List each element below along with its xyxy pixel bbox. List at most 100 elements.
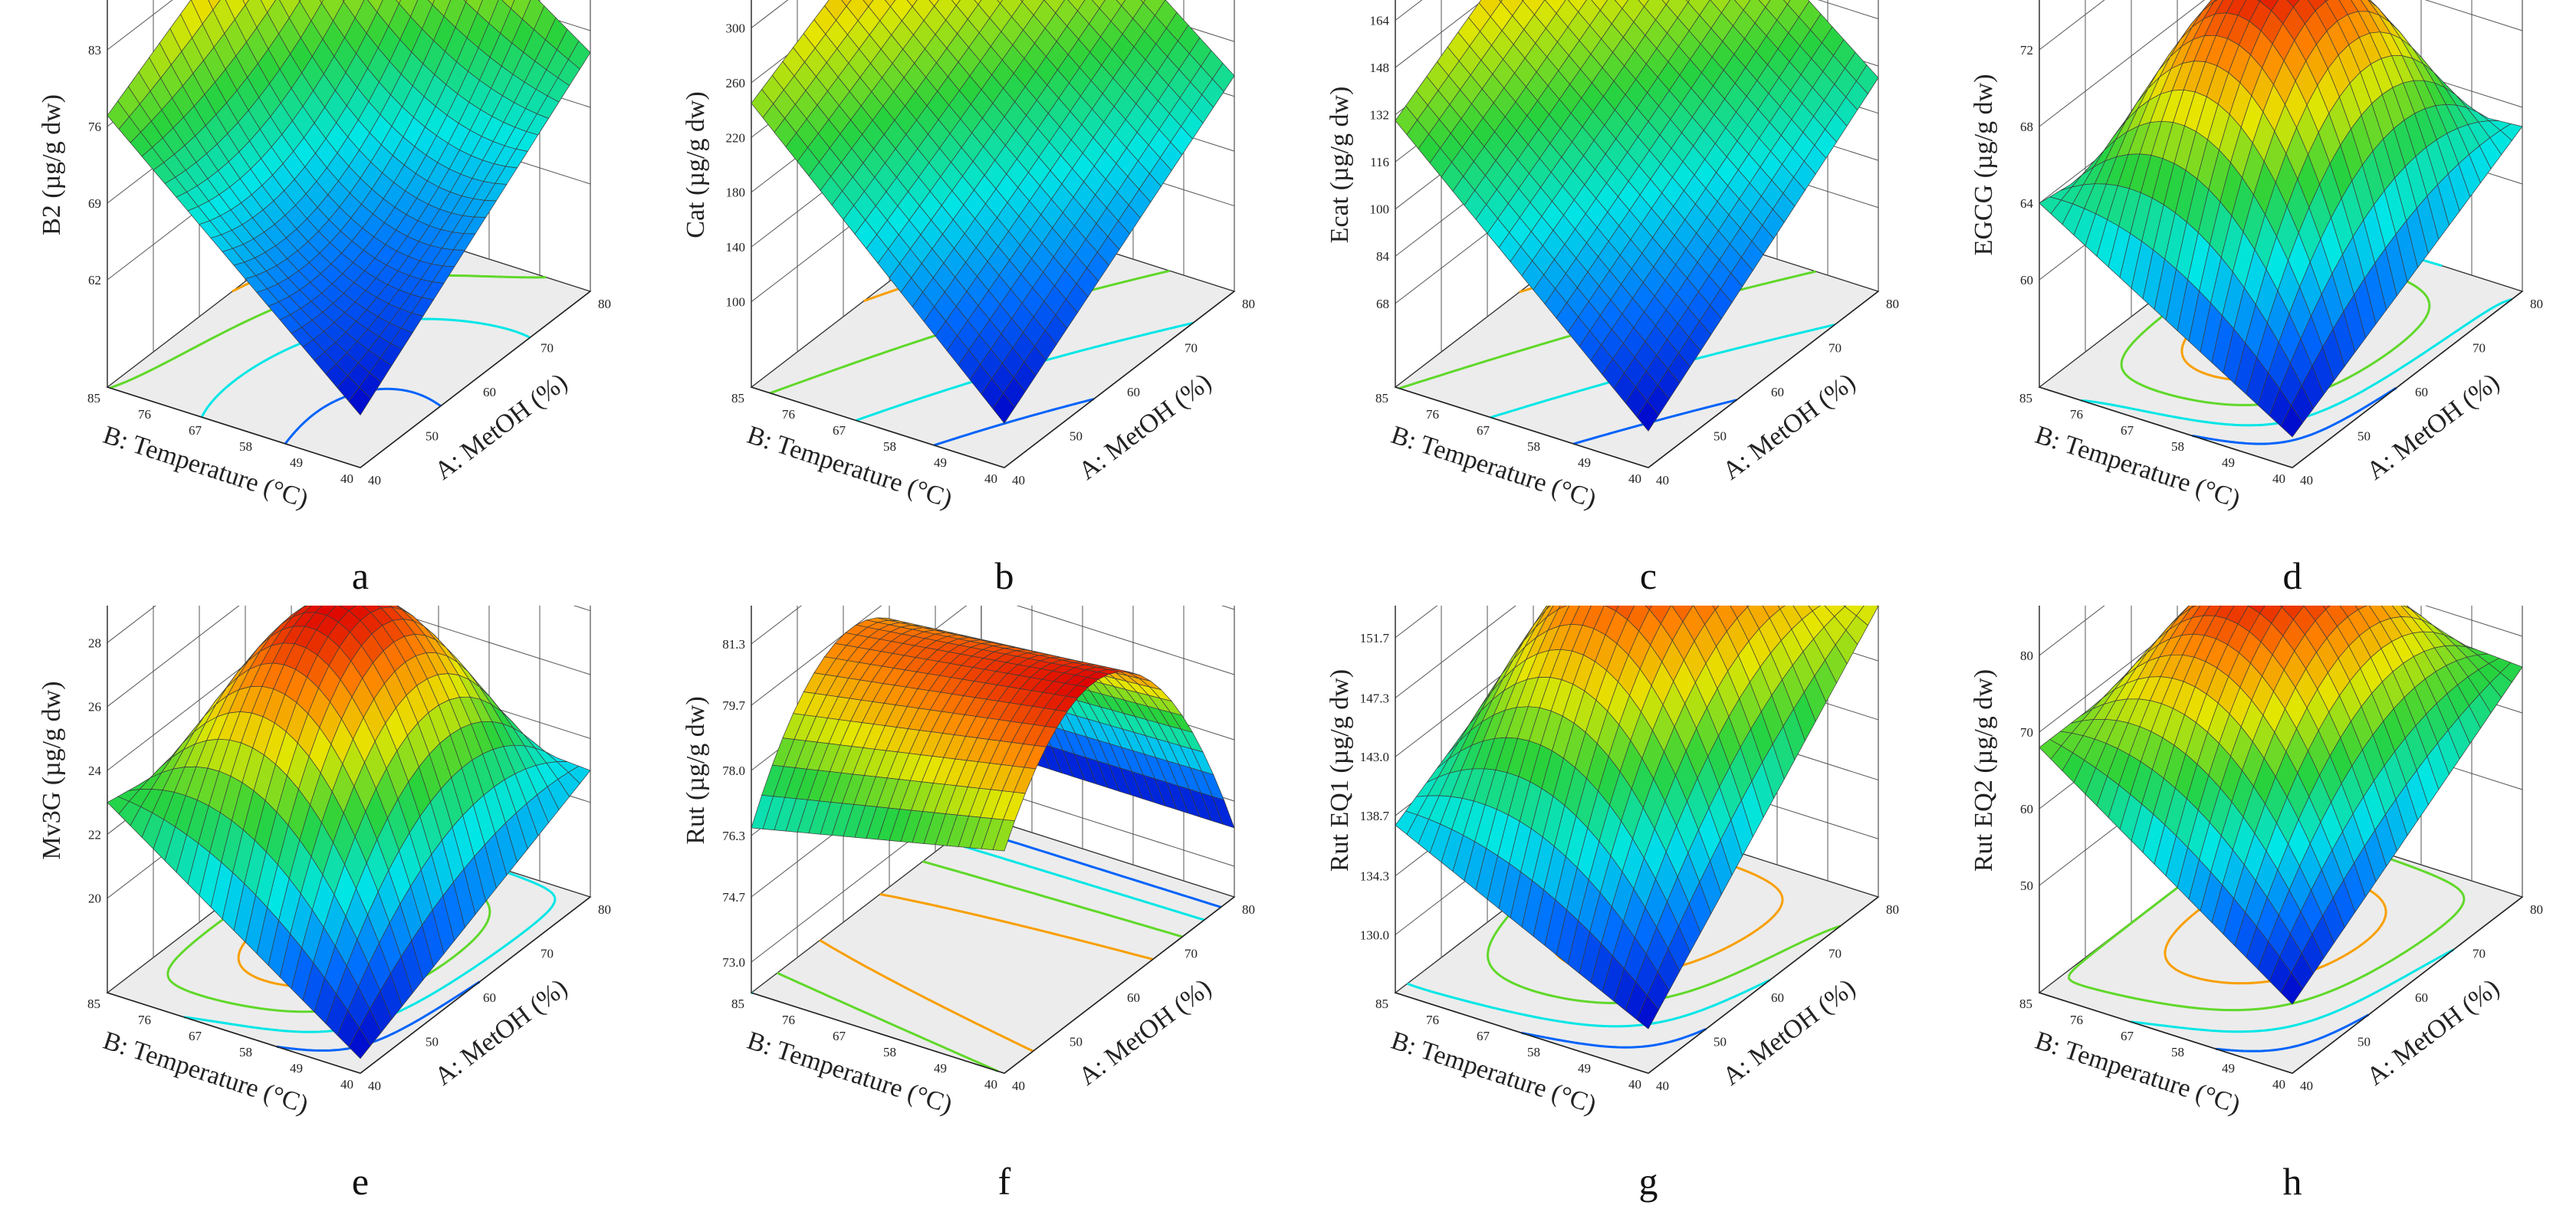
y-tick-label: 76 [2070,1013,2083,1027]
y-tick-label: 40 [2272,471,2285,486]
y-tick-label: 58 [239,1045,252,1059]
panel-label: g [1639,1160,1658,1203]
response-surface [1395,606,1879,1030]
x-tick-label: 40 [1012,473,1025,488]
y-tick-label: 49 [2222,455,2235,470]
y-tick-label: 58 [883,1045,896,1059]
axes [107,291,591,468]
x-tick-label: 60 [483,990,496,1005]
x-tick-label: 80 [598,902,611,917]
x-tick-label: 40 [368,1079,381,1093]
y-tick-label: 58 [239,439,252,454]
y-tick-label: 85 [731,997,744,1011]
z-tick-label: 60 [2020,802,2033,816]
x-tick-label: 70 [1184,947,1198,961]
y-tick-label: 40 [1628,471,1641,486]
z-axis-title: Mv3G (µg/g dw) [38,681,66,859]
y-tick-label: 67 [189,1029,202,1043]
z-tick-label: 220 [726,130,746,145]
y-tick-label: 40 [984,471,997,486]
y-tick-label: 40 [1628,1077,1641,1092]
y-tick-label: 58 [2171,439,2184,454]
surface-plot-g: 40 50 60 70 80 40 49 58 67 76 85 130.0 134.3 138.7 143… [1326,606,1899,1203]
response-surface [751,0,1235,424]
x-tick-label: 80 [1886,902,1899,917]
z-tick-label: 81.3 [722,637,745,652]
z-tick-label: 68 [1376,297,1389,311]
x-tick-label: 70 [1829,947,1842,961]
x-tick-label: 70 [2472,947,2486,961]
z-tick-label: 134.3 [1360,869,1389,884]
y-tick-label: 76 [782,1013,795,1027]
y-tick-label: 76 [1426,407,1439,422]
x-tick-label: 80 [2530,902,2543,917]
y-tick-label: 85 [87,997,100,1011]
z-tick-label: 62 [88,273,101,287]
z-tick-label: 78.0 [722,764,745,778]
z-tick-label: 151.7 [1360,631,1390,645]
x-tick-label: 40 [1656,1079,1669,1093]
z-axis-title: Cat (µg/g dw) [682,91,710,238]
y-tick-label: 85 [2019,391,2032,406]
x-tick-label: 40 [1656,473,1669,488]
z-tick-label: 100 [726,295,746,310]
y-tick-label: 67 [189,423,202,438]
y-tick-label: 67 [2121,1029,2134,1043]
z-tick-label: 79.7 [722,698,745,713]
x-tick-label: 60 [483,385,496,399]
y-tick-label: 49 [1578,1061,1591,1076]
surface-plot-d: 40506070804049586776856064687276A: MetOH… [1970,0,2543,597]
z-axis-title: Rut EQ1 (µg/g dw) [1326,669,1354,872]
z-tick-label: 80 [2020,649,2033,663]
x-tick-label: 80 [1242,902,1255,917]
response-surface [1395,0,1879,432]
y-tick-label: 40 [984,1077,997,1092]
z-tick-label: 164 [1370,14,1390,28]
x-tick-label: 60 [1771,385,1784,399]
y-tick-label: 49 [1578,455,1591,470]
z-tick-label: 26 [88,700,101,714]
x-tick-label: 70 [540,341,554,356]
panel-label: c [1640,554,1657,597]
x-tick-label: 60 [1127,990,1140,1005]
z-tick-label: 143.0 [1360,750,1389,764]
y-tick-label: 67 [1477,423,1490,438]
x-tick-label: 50 [426,1035,439,1049]
x-tick-label: 80 [1242,297,1255,311]
surface-plot-b: 40 50 60 70 80 40 49 58 67 76 85 100 140 180 220 260 300… [682,0,1255,597]
response-surface [107,0,591,415]
y-tick-label: 58 [883,439,896,454]
y-tick-label: 85 [731,391,744,406]
y-tick-label: 76 [1426,1013,1439,1027]
z-tick-label: 132 [1370,108,1390,123]
z-tick-label: 130.0 [1360,928,1389,942]
panel-label: a [352,554,369,597]
z-tick-label: 28 [88,636,101,650]
x-tick-label: 40 [2300,473,2313,488]
z-tick-label: 70 [2020,725,2033,740]
response-surface [2039,0,2523,438]
z-tick-label: 147.3 [1360,691,1389,705]
x-tick-label: 70 [1829,341,1842,356]
z-tick-label: 76.3 [722,829,745,843]
axes [1395,291,1879,468]
z-tick-label: 72 [2020,43,2033,57]
x-tick-label: 60 [1771,990,1784,1005]
y-tick-label: 49 [290,455,303,470]
x-tick-label: 80 [2530,297,2543,311]
y-tick-label: 85 [87,391,100,406]
z-tick-label: 74.7 [722,890,745,905]
z-axis-title: B2 (µg/g dw) [38,94,66,235]
surface-plot-f: 40 50 60 70 80 40 49 58 67 76 85 73.0 74.7 76.3 78.0 79… [682,606,1255,1203]
y-tick-label: 49 [2222,1061,2235,1076]
y-tick-label: 85 [2019,997,2032,1011]
y-tick-label: 76 [138,1013,151,1027]
z-tick-label: 20 [88,892,101,906]
x-tick-label: 70 [2472,341,2486,356]
axes [107,896,591,1074]
panel-label: f [998,1160,1011,1203]
z-tick-label: 300 [726,21,746,35]
response-surface [107,606,591,1059]
y-tick-label: 58 [1527,1045,1540,1059]
x-tick-label: 60 [2415,990,2428,1005]
